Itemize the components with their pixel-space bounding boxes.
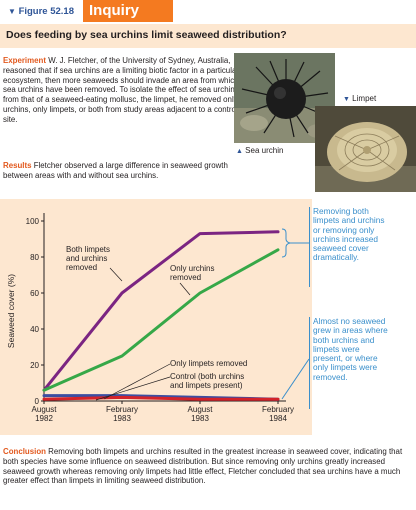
leader-limpets	[103, 363, 171, 400]
series-line-3	[42, 395, 280, 401]
experiment-text: W. J. Fletcher, of the University of Syd…	[3, 56, 239, 124]
seaweed-cover-chart: 020406080100August1982February1983August…	[6, 213, 310, 423]
label-urchins: Only urchins	[170, 264, 214, 273]
y-tick-label: 60	[30, 289, 39, 298]
x-tick-label: 1982	[35, 414, 53, 423]
x-tick-label: 1983	[113, 414, 131, 423]
experiment-paragraph: Experiment W. J. Fletcher, of the Univer…	[3, 56, 239, 125]
sea-urchin-label: ▲ Sea urchin	[236, 146, 283, 155]
limpet-text: Limpet	[352, 94, 377, 103]
figure-label: ▼ Figure 52.18	[2, 3, 81, 20]
leader-control	[95, 376, 171, 401]
label-urchins: removed	[170, 273, 201, 282]
series-line-0	[42, 230, 280, 392]
y-tick-label: 100	[26, 217, 40, 226]
x-tick-label: 1984	[269, 414, 287, 423]
y-tick-label: 20	[30, 361, 39, 370]
down-triangle-icon: ▼	[343, 96, 350, 103]
label-both: Both limpets	[66, 245, 110, 254]
results-heading: Results	[3, 161, 32, 170]
y-axis-label: Seaweed cover (%)	[6, 274, 16, 348]
up-triangle-icon: ▲	[236, 148, 243, 155]
conclusion-heading: Conclusion	[3, 447, 46, 456]
label-both: and urchins	[66, 254, 107, 263]
leader-urchins	[179, 282, 191, 296]
sea-urchin-text: Sea urchin	[245, 146, 284, 155]
question-box: Does feeding by sea urchins limit seawee…	[0, 24, 416, 48]
x-tick-label: August	[32, 405, 58, 414]
x-tick-label: February	[106, 405, 138, 414]
triangle-icon: ▼	[8, 7, 16, 16]
figure-header: ▼ Figure 52.18 Inquiry	[0, 0, 416, 24]
conclusion-text: Removing both limpets and urchins result…	[3, 447, 403, 486]
y-tick-label: 40	[30, 325, 39, 334]
callout-bottom-line	[309, 317, 310, 409]
x-tick-label: 1983	[191, 414, 209, 423]
experiment-heading: Experiment	[3, 56, 46, 65]
limpet-label: ▼ Limpet	[343, 94, 376, 103]
label-both: removed	[66, 263, 97, 272]
x-tick-label: August	[188, 405, 214, 414]
figure-number: Figure 52.18	[18, 6, 75, 17]
callout-top-line	[309, 207, 310, 287]
x-tick-label: February	[262, 405, 294, 414]
y-tick-label: 0	[35, 397, 40, 406]
series-line-1	[42, 248, 280, 392]
results-paragraph: Results Fletcher observed a large differ…	[3, 161, 253, 181]
label-limpets: Only limpets removed	[170, 359, 247, 368]
question-title: Does feeding by sea urchins limit seawee…	[6, 29, 287, 41]
y-tick-label: 80	[30, 253, 39, 262]
results-text: Fletcher observed a large difference in …	[3, 161, 228, 180]
limpet-photo	[315, 106, 416, 192]
label-control: Control (both urchins	[170, 372, 244, 381]
callout-bracket	[281, 228, 291, 258]
label-control: and limpets present)	[170, 381, 243, 390]
callout-top: Removing both limpets and urchins or rem…	[313, 206, 385, 263]
conclusion-paragraph: Conclusion Removing both limpets and urc…	[3, 447, 413, 486]
callout-bottom-connector	[281, 358, 310, 400]
leader-both	[109, 267, 123, 282]
callout-bottom: Almost no seaweed grew in areas where bo…	[313, 316, 388, 382]
inquiry-tab: Inquiry	[83, 0, 173, 22]
